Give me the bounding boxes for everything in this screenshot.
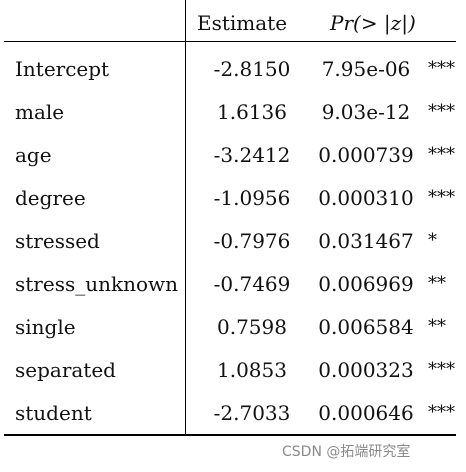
table-row: single 0.7598 0.006584 ** [4,314,456,357]
row-p-value: 0.031467 [318,229,414,253]
header-rule [4,41,456,42]
table-row: stress_unknown -0.7469 0.006969 ** [4,271,456,314]
row-significance: *** [428,144,455,165]
watermark: CSDN @拓端研究室 [282,444,411,460]
row-p-value: 0.006584 [318,315,414,339]
row-p-value: 0.000310 [318,186,414,210]
row-estimate: 1.6136 [217,100,287,124]
row-label: single [15,315,76,339]
row-estimate: -1.0956 [213,186,291,210]
row-estimate: -2.8150 [213,57,291,81]
row-label: male [15,100,65,124]
row-label: separated [15,358,116,382]
table-row: separated 1.0853 0.000323 *** [4,357,456,400]
column-divider [185,0,186,434]
row-label: stressed [15,229,100,253]
header-p-value: Pr(> |z|) [330,11,416,35]
header-estimate: Estimate [197,11,288,35]
row-p-value: 0.000739 [318,143,414,167]
row-label: stress_unknown [15,272,179,296]
table-row: stressed -0.7976 0.031467 * [4,228,456,271]
row-significance: *** [428,402,455,423]
row-label: student [15,401,92,425]
regression-table: Estimate Pr(> |z|) Intercept -2.8150 7.9… [4,0,456,437]
row-significance: *** [428,101,455,122]
row-estimate: -3.2412 [213,143,291,167]
table-row: Intercept -2.8150 7.95e-06 *** [4,56,456,99]
row-significance: ** [428,316,446,337]
row-significance: * [428,230,437,251]
row-estimate: -0.7469 [213,272,291,296]
row-significance: *** [428,187,455,208]
row-p-value: 0.006969 [318,272,414,296]
table-row: student -2.7033 0.000646 *** [4,400,456,443]
table-row: age -3.2412 0.000739 *** [4,142,456,185]
row-significance: *** [428,359,455,380]
bottom-rule [4,434,456,436]
row-estimate: 0.7598 [217,315,287,339]
row-significance: *** [428,58,455,79]
row-label: degree [15,186,86,210]
row-estimate: 1.0853 [217,358,287,382]
row-label: Intercept [15,57,110,81]
table-row: male 1.6136 9.03e-12 *** [4,99,456,142]
table-row: degree -1.0956 0.000310 *** [4,185,456,228]
row-estimate: -2.7033 [213,401,291,425]
row-p-value: 0.000323 [318,358,414,382]
row-p-value: 9.03e-12 [321,100,411,124]
row-p-value: 7.95e-06 [321,57,411,81]
row-label: age [15,143,52,167]
row-significance: ** [428,273,446,294]
row-p-value: 0.000646 [318,401,414,425]
row-estimate: -0.7976 [213,229,291,253]
